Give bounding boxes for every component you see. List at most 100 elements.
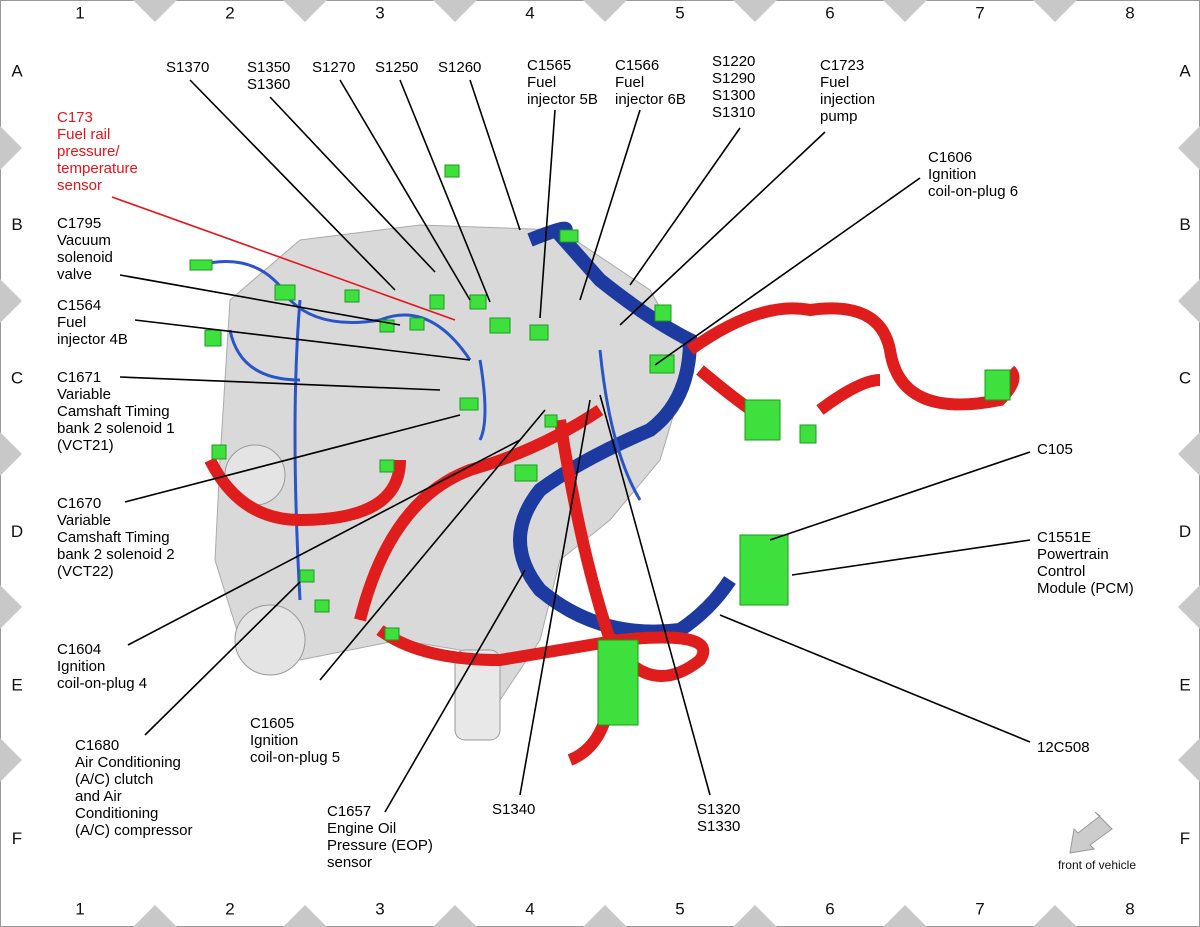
leader-line [719,614,1031,743]
callout-label: Ignition [57,658,105,675]
callout-label: C1671 [57,369,101,386]
column-label: 6 [825,3,834,22]
border-triangle [0,585,22,629]
callout-label: S1340 [492,801,535,818]
border-triangle [133,905,177,927]
callout-label: C1565 [527,57,571,74]
leader-line [629,127,741,286]
callout-label: C1795 [57,215,101,232]
callout-label: C1657 [327,803,371,820]
callout-label: (A/C) clutch [75,771,153,788]
border-triangle [1178,432,1200,476]
border-triangle [883,0,927,22]
column-label: 6 [825,899,834,918]
border-triangle [733,0,777,22]
leader-line [127,439,521,646]
callout-label: coil-on-plug 5 [250,749,340,766]
callout-label: bank 2 solenoid 1 [57,420,175,437]
callout-label: bank 2 solenoid 2 [57,546,175,563]
callout-label: S1370 [166,59,209,76]
column-label: 2 [225,899,234,918]
row-label: F [12,829,22,848]
callout-label: S1300 [712,87,755,104]
column-label: 4 [525,899,534,918]
callout-label: solenoid [57,249,113,266]
leader-line [319,409,546,681]
column-label: 8 [1125,899,1134,918]
column-label: 1 [75,899,84,918]
leader-line [269,96,436,273]
callout-label: Ignition [928,166,976,183]
callout-label: C105 [1037,441,1073,458]
border-triangle [1178,738,1200,782]
callout-label: Ignition [250,732,298,749]
callout-label: Fuel [820,74,849,91]
column-label: 2 [225,3,234,22]
direction-arrow [1069,811,1113,854]
callout-label: Engine Oil [327,820,396,837]
leader-line [339,79,471,301]
callout-label: C1605 [250,715,294,732]
row-label: C [11,368,23,387]
border-triangle [1033,905,1077,927]
front-of-vehicle: front of vehicle [1058,811,1136,872]
callout-label: S1250 [375,59,418,76]
leader-line [769,451,1031,541]
border-triangle [433,0,477,22]
callout-label: C173 [57,109,93,126]
callout-label: C1680 [75,737,119,754]
callout-label: S1360 [247,76,290,93]
callout-label: injector 5B [527,91,598,108]
callout-label: valve [57,266,92,283]
row-label: F [1180,829,1190,848]
border-triangle [883,905,927,927]
border-triangle [0,738,22,782]
leader-line [539,109,556,319]
callout-label: Conditioning [75,805,158,822]
callout-label: Camshaft Timing [57,403,170,420]
callout-label: S1290 [712,70,755,87]
leader-line [519,399,591,796]
callout-label: C1551E [1037,529,1091,546]
column-label: 3 [375,899,384,918]
border-triangle [1178,279,1200,323]
callout-label: Fuel [615,74,644,91]
callout-label: C1723 [820,57,864,74]
blue-wires [199,260,642,601]
callout-label: Fuel [527,74,556,91]
callout-label: Variable [57,512,111,529]
row-label: D [11,522,23,541]
row-label: D [1179,522,1191,541]
callout-label: Air Conditioning [75,754,181,771]
border-triangle [0,279,22,323]
callout-label: Vacuum [57,232,111,249]
direction-note: front of vehicle [1058,858,1136,872]
border-triangle [733,905,777,927]
row-label: B [11,215,22,234]
connectors [189,164,1011,726]
callout-label: Variable [57,386,111,403]
leader-line [111,196,456,321]
callout-label: C1604 [57,641,101,658]
border-triangle [0,126,22,170]
callout-label: Powertrain [1037,546,1109,563]
leader-line [469,79,521,231]
border-triangle [583,0,627,22]
border-triangle [1178,126,1200,170]
row-label: A [11,61,23,80]
leader-line [119,376,441,391]
callout-label: S1320 [697,801,740,818]
leader-line [619,131,826,326]
callout-label: Control [1037,563,1085,580]
callout-label: (A/C) compressor [75,822,193,839]
callout-label: sensor [327,854,372,871]
border-triangle [283,905,327,927]
column-label: 5 [675,3,684,22]
callout-label: C1566 [615,57,659,74]
callout-label: coil-on-plug 4 [57,675,147,692]
leader-line [144,581,301,736]
leader-line [654,177,921,366]
column-label: 7 [975,899,984,918]
